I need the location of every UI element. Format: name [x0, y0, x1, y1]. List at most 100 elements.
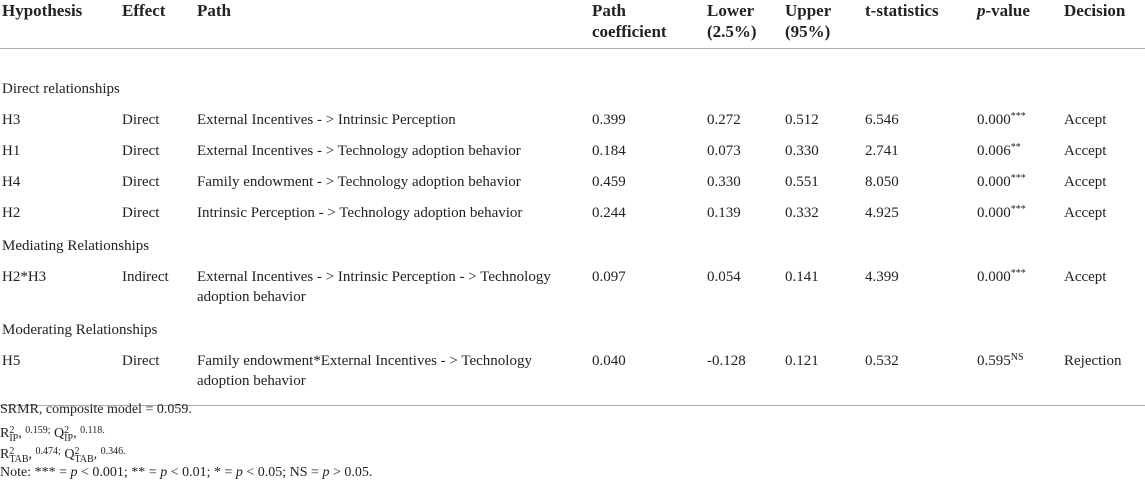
note-text: SRMR, composite model = 0.059. — [0, 402, 192, 417]
header-text: Path — [197, 1, 231, 20]
cell-text: 4.925 — [865, 205, 899, 221]
cell: Accept — [1062, 166, 1145, 197]
sup-sub: 2 IP — [9, 425, 19, 444]
cell: 0.532 — [863, 345, 975, 406]
cell: 0.073 — [705, 135, 783, 166]
cell-text: Family endowment*External Incentives - >… — [197, 353, 532, 389]
table-body: Direct relationships H3 Direct External Inc… — [0, 49, 1145, 406]
cell-text: Direct — [122, 143, 160, 159]
cell: 0.332 — [783, 197, 863, 228]
cell-text: External Incentives - > Intrinsic Percep… — [197, 112, 456, 128]
cell-text: Accept — [1064, 143, 1107, 159]
cell: 8.050 — [863, 166, 975, 197]
note: R 2 TAB, 0.474; Q 2 TAB, 0.346. — [0, 442, 372, 465]
cell-text: 2.741 — [865, 143, 899, 159]
cell: 0.244 — [590, 197, 705, 228]
note-text: , — [18, 426, 22, 441]
header-text: t-statistics — [865, 1, 939, 20]
section-row: Mediating Relationships — [0, 228, 1145, 261]
cell: Direct — [120, 135, 195, 166]
note-text: , — [93, 447, 98, 462]
cell: Intrinsic Perception - > Technology adop… — [195, 197, 590, 228]
note: Note: *** = p < 0.001; ** = p < 0.01; * … — [0, 463, 372, 484]
note: R 2 IP, 0.159; Q 2 IP, 0.118. — [0, 421, 372, 444]
cell: 0.000*** — [975, 261, 1062, 312]
note-text: 0.474; — [35, 446, 61, 457]
data-row: H5 Direct Family endowment*External Incent… — [0, 345, 1145, 406]
column-header: t-statistics — [863, 0, 975, 49]
column-header: Effect — [120, 0, 195, 49]
cell-text: 0.332 — [785, 205, 819, 221]
cell: 0.097 — [590, 261, 705, 312]
data-row: H1 Direct External Incentives - > Technolo… — [0, 135, 1145, 166]
p-mark: NS — [1010, 352, 1024, 363]
cell: External Incentives - > Intrinsic Percep… — [195, 261, 590, 312]
cell-text: Direct — [122, 174, 160, 190]
header-text: Upper (95%) — [785, 1, 831, 41]
cell: External Incentives - > Intrinsic Percep… — [195, 104, 590, 135]
cell-text: 0.399 — [592, 112, 626, 128]
cell-text: 0.141 — [785, 269, 819, 285]
sup-sub: 2 TAB — [9, 446, 29, 465]
cell: 0.512 — [783, 104, 863, 135]
cell: 0.330 — [783, 135, 863, 166]
footnotes: SRMR, composite model = 0.059. R 2 IP, 0.15… — [0, 400, 372, 484]
results-table: Hypothesis Effect Path Path coefficient Lowe… — [0, 0, 1145, 406]
cell: Accept — [1062, 261, 1145, 312]
cell-text: H1 — [2, 143, 21, 159]
cell: 0.459 — [590, 166, 705, 197]
header-row: Hypothesis Effect Path Path coefficient Lowe… — [0, 0, 1145, 49]
header-text: Hypothesis — [2, 1, 83, 20]
note-text: R — [0, 426, 10, 441]
data-row: H4 Direct Family endowment - > Technology … — [0, 166, 1145, 197]
note-text: < 0.05; NS = — [246, 465, 319, 480]
p-mark: *** — [1010, 173, 1026, 184]
section-label: Mediating Relationships — [0, 228, 1145, 261]
cell-text: 0.330 — [785, 143, 819, 159]
cell-text: Family endowment - > Technology adoption… — [197, 174, 521, 190]
p-mark: ** — [1010, 142, 1021, 153]
cell-text: H2 — [2, 205, 21, 221]
cell: H1 — [0, 135, 120, 166]
cell: H2*H3 — [0, 261, 120, 312]
cell-text: 0.459 — [592, 174, 626, 190]
cell: 2.741 — [863, 135, 975, 166]
header-text: Decision — [1064, 1, 1126, 20]
column-header: Decision — [1062, 0, 1145, 49]
note-text: 0.346. — [100, 446, 126, 457]
section-label: Moderating Relationships — [0, 312, 1145, 345]
cell: 0.141 — [783, 261, 863, 312]
note-text: p — [322, 465, 330, 480]
cell: H4 — [0, 166, 120, 197]
cell: 0.006** — [975, 135, 1062, 166]
cell-text: 0.184 — [592, 143, 626, 159]
header-text: Lower (2.5%) — [707, 1, 757, 41]
cell-text: 0.073 — [707, 143, 741, 159]
cell: Accept — [1062, 135, 1145, 166]
cell: -0.128 — [705, 345, 783, 406]
cell: 0.040 — [590, 345, 705, 406]
note-text: R — [0, 447, 10, 462]
cell: Direct — [120, 197, 195, 228]
cell-text: 0.054 — [707, 269, 741, 285]
data-row: H2 Direct Intrinsic Perception - > Technol… — [0, 197, 1145, 228]
cell: Direct — [120, 345, 195, 406]
cell-text: Direct — [122, 112, 160, 128]
cell-text: 0.244 — [592, 205, 626, 221]
cell-text: Direct — [122, 205, 160, 221]
cell: 0.054 — [705, 261, 783, 312]
superscript: 2 — [9, 446, 15, 457]
superscript: 2 — [9, 425, 15, 436]
subscript: IP — [9, 433, 19, 444]
cell-text: H3 — [2, 112, 21, 128]
note-text: < 0.01; * = — [170, 465, 233, 480]
header-text: p-value — [977, 1, 1030, 20]
column-header: p-value — [975, 0, 1062, 49]
subscript: IP — [64, 433, 74, 444]
note: SRMR, composite model = 0.059. — [0, 400, 372, 421]
cell-text: Intrinsic Perception - > Technology adop… — [197, 205, 523, 221]
cell-text: 0.000 — [977, 205, 1011, 221]
cell-text: 0.000 — [977, 174, 1011, 190]
subscript: TAB — [9, 454, 29, 465]
cell: External Incentives - > Technology adopt… — [195, 135, 590, 166]
